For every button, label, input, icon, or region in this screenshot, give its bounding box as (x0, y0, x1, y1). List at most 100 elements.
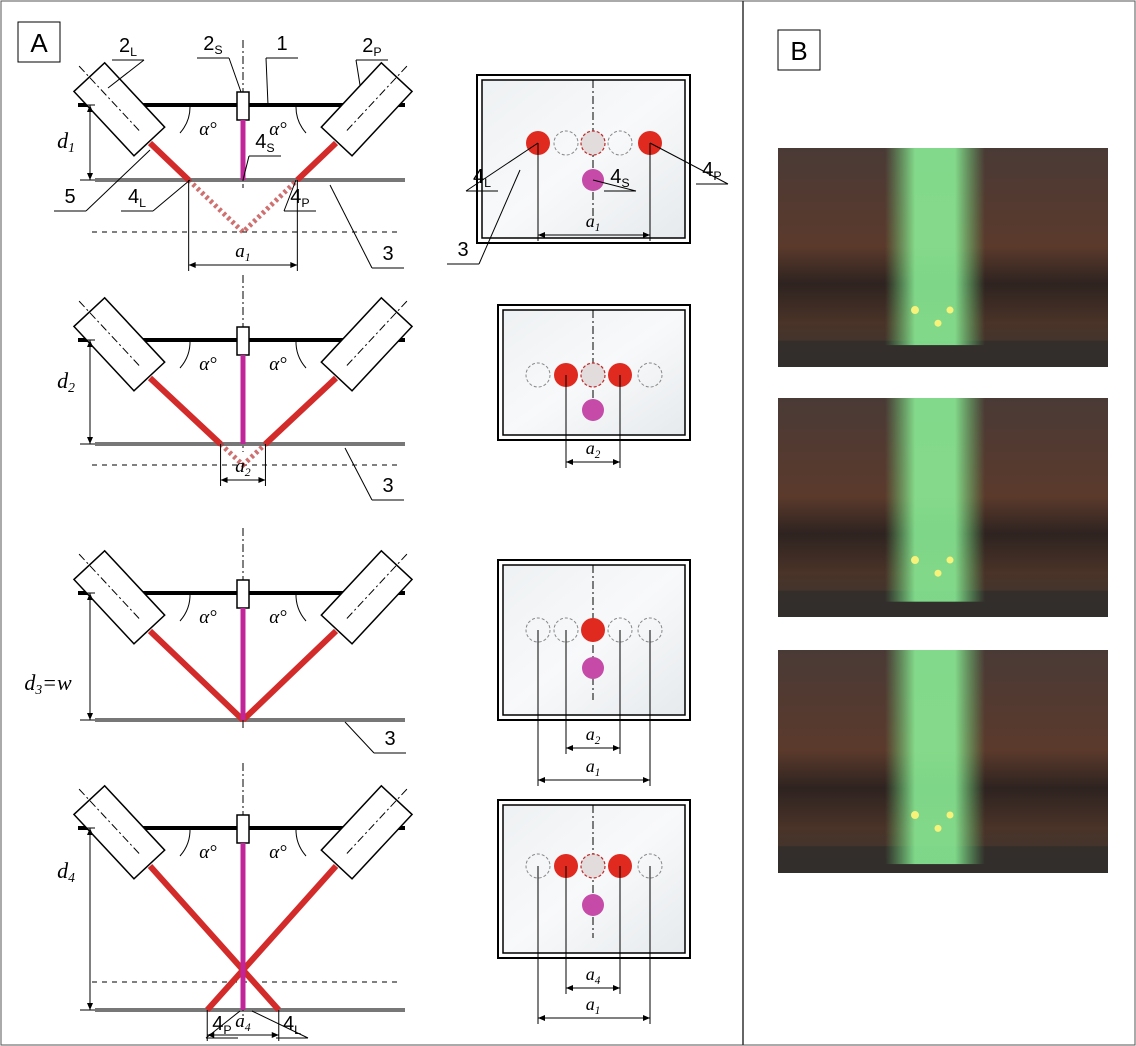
angle-label: α° (269, 607, 287, 628)
label-text: a (586, 724, 595, 744)
callout: 4L (283, 1013, 301, 1037)
label-sub: S (621, 176, 629, 190)
label-text: 3 (382, 243, 393, 265)
laser-dot (911, 306, 919, 315)
laser-beam (147, 375, 223, 447)
spacing-label: a2 (586, 724, 601, 747)
angle-label: α° (269, 842, 287, 863)
axis-line (345, 788, 408, 856)
line (344, 447, 373, 501)
label-sub: 3 (34, 682, 42, 697)
laser-beam (240, 628, 339, 723)
label-text: a (586, 438, 595, 458)
view-glass (481, 79, 686, 239)
laser-line (885, 148, 985, 346)
callout: 4P (212, 1013, 231, 1037)
spot (581, 618, 605, 642)
angle-label: α° (199, 607, 217, 628)
spot (607, 617, 633, 643)
callout: 4P (290, 186, 309, 210)
laser-dot (911, 556, 919, 565)
callout: 1 (276, 33, 287, 55)
depth-label: d4 (57, 858, 75, 885)
callout: 3 (382, 475, 393, 497)
callout: 4P (702, 159, 721, 183)
label-sub: 1 (68, 140, 75, 155)
depth-label: d2 (57, 368, 75, 395)
spot (637, 617, 663, 643)
label-box (777, 29, 821, 71)
axis-line (78, 300, 141, 368)
label-text: 5 (64, 186, 75, 208)
label-text: d (57, 858, 69, 883)
spot (580, 130, 606, 156)
label-text: a (235, 456, 245, 477)
spacing-label: a2 (235, 456, 251, 479)
spacing-label: a2 (586, 438, 601, 461)
angle-arc (295, 339, 307, 369)
callout: 3 (384, 728, 395, 750)
label-text: 4 (473, 166, 484, 188)
callout: 3 (382, 243, 393, 265)
line (251, 1010, 309, 1039)
axis-line (78, 788, 141, 856)
line (265, 57, 269, 106)
spacing-label: a1 (235, 241, 250, 264)
center-sensor (236, 326, 250, 356)
laser-beam (204, 864, 339, 1012)
line (107, 59, 145, 89)
line (355, 59, 361, 86)
callout: 4S (255, 131, 274, 155)
label-sub: 1 (595, 767, 601, 779)
laser-line (885, 398, 985, 602)
label-text: 4 (702, 159, 713, 181)
callout: 2S (203, 33, 222, 57)
label-text: a (235, 241, 245, 262)
label-text: d (24, 670, 36, 695)
label-text: a (586, 756, 595, 776)
callout: 5 (64, 186, 75, 208)
depth-label: d1 (57, 128, 75, 155)
label-sub: 4 (68, 870, 75, 885)
laser-housing (320, 61, 414, 157)
label-sub: L (130, 45, 137, 59)
label-sub: L (139, 196, 146, 210)
callout: 4S (610, 166, 629, 190)
label-sub: 1 (595, 1005, 601, 1017)
axis-line (345, 65, 408, 133)
reflection (218, 442, 268, 469)
callout: 4L (473, 166, 491, 190)
label-sub: 2 (595, 449, 601, 461)
label-sub: 1 (245, 251, 251, 264)
line (649, 142, 729, 185)
spacing-label: a1 (586, 211, 601, 234)
label-text: a (586, 211, 595, 231)
label-sub: 4 (245, 1021, 251, 1034)
angle-arc (295, 104, 307, 134)
label-sub: S (266, 141, 274, 155)
laser-line (885, 650, 985, 865)
spot (637, 853, 663, 879)
spot (580, 853, 606, 879)
label-box (17, 21, 61, 63)
center-sensor (236, 814, 250, 844)
line (152, 179, 191, 212)
angle-arc (179, 827, 191, 857)
line (465, 142, 539, 192)
laser-dot (934, 319, 942, 327)
spot (553, 617, 579, 643)
label-text: d (57, 128, 69, 153)
spot (525, 362, 551, 388)
line (228, 57, 242, 93)
label-sub: P (373, 45, 381, 59)
label-sub: L (294, 1023, 301, 1037)
label-text: 4 (128, 186, 139, 208)
label-text: d (57, 368, 69, 393)
label-sub: P (713, 169, 721, 183)
label-sub: P (301, 196, 309, 210)
angle-label: α° (269, 354, 287, 375)
label-text: 2 (362, 35, 373, 57)
angle-arc (179, 592, 191, 622)
depth-label: d3=w (24, 670, 72, 697)
